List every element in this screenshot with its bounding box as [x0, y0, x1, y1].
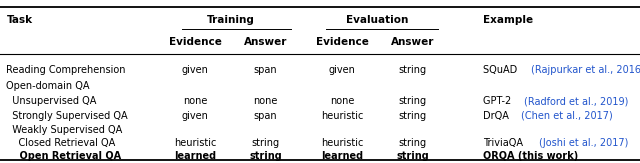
Text: heuristic: heuristic: [321, 138, 364, 148]
Text: Closed Retrieval QA: Closed Retrieval QA: [6, 138, 116, 148]
Text: Training: Training: [207, 15, 254, 25]
Text: TriviaQA: TriviaQA: [483, 138, 526, 148]
Text: heuristic: heuristic: [174, 138, 216, 148]
Text: GPT-2: GPT-2: [483, 96, 515, 106]
Text: (Joshi et al., 2017): (Joshi et al., 2017): [539, 138, 628, 148]
Text: Unsupervised QA: Unsupervised QA: [6, 96, 97, 106]
Text: span: span: [254, 111, 277, 121]
Text: learned: learned: [321, 151, 364, 162]
Text: string: string: [399, 65, 427, 75]
Text: none: none: [183, 96, 207, 106]
Text: Answer: Answer: [244, 37, 287, 47]
Text: DrQA: DrQA: [483, 111, 512, 121]
Text: (Chen et al., 2017): (Chen et al., 2017): [520, 111, 612, 121]
Text: string: string: [249, 151, 282, 162]
Text: string: string: [252, 138, 280, 148]
Text: ORQA (this work): ORQA (this work): [483, 151, 579, 162]
Text: Open Retrieval QA: Open Retrieval QA: [6, 151, 122, 162]
Text: string: string: [399, 111, 427, 121]
Text: string: string: [399, 96, 427, 106]
Text: Answer: Answer: [391, 37, 435, 47]
Text: Evaluation: Evaluation: [346, 15, 409, 25]
Text: Strongly Supervised QA: Strongly Supervised QA: [6, 111, 128, 121]
Text: given: given: [182, 111, 209, 121]
Text: Weakly Supervised QA: Weakly Supervised QA: [6, 125, 123, 135]
Text: given: given: [329, 65, 356, 75]
Text: Evidence: Evidence: [316, 37, 369, 47]
Text: heuristic: heuristic: [321, 111, 364, 121]
Text: Open-domain QA: Open-domain QA: [6, 81, 90, 91]
Text: string: string: [399, 138, 427, 148]
Text: Evidence: Evidence: [169, 37, 221, 47]
Text: learned: learned: [174, 151, 216, 162]
Text: none: none: [253, 96, 278, 106]
Text: span: span: [254, 65, 277, 75]
Text: (Rajpurkar et al., 2016): (Rajpurkar et al., 2016): [531, 65, 640, 75]
Text: SQuAD: SQuAD: [483, 65, 520, 75]
Text: (Radford et al., 2019): (Radford et al., 2019): [524, 96, 628, 106]
Text: Task: Task: [6, 15, 33, 25]
Text: string: string: [396, 151, 429, 162]
Text: Reading Comprehension: Reading Comprehension: [6, 65, 126, 75]
Text: none: none: [330, 96, 355, 106]
Text: Example: Example: [483, 15, 533, 25]
Text: given: given: [182, 65, 209, 75]
